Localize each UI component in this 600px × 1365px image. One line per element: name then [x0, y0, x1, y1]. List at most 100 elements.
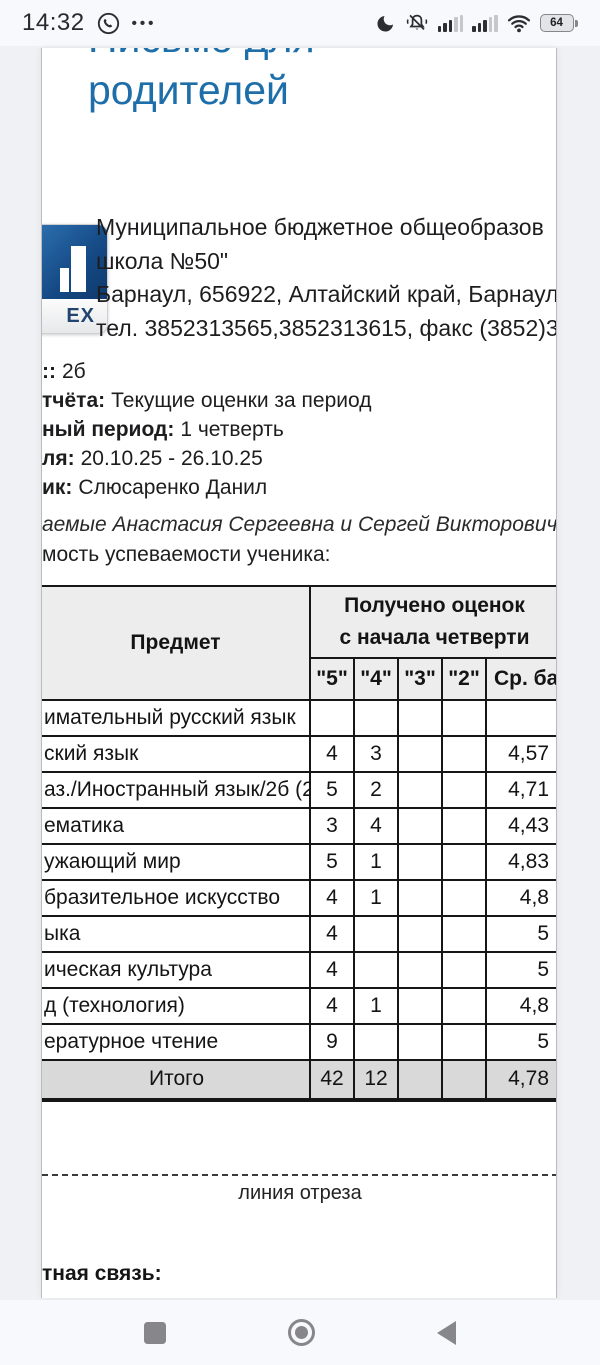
table-header-row-1: Предмет Получено оценок с начала четверт…: [42, 585, 556, 701]
table-row: ужающий мир 5 1 4,83: [42, 843, 556, 881]
subject-cell: ематика: [42, 807, 311, 845]
mark-cell: [441, 807, 487, 845]
mark-cell: [397, 843, 443, 881]
total-mark-cell: 42: [309, 1059, 355, 1102]
status-bar: 14:32 •••: [0, 0, 600, 46]
header-average: Ср. бал: [485, 657, 556, 701]
mark-cell: [397, 807, 443, 845]
subject-cell: ужающий мир: [42, 843, 311, 881]
subject-cell: аз./Иностранный язык/2б (2): [42, 771, 311, 809]
school-line: тел. 3852313565,3852313615, факс (3852)3: [96, 314, 557, 341]
mark-cell: [441, 699, 487, 737]
mark-cell: [397, 951, 443, 989]
grades-table: Предмет Получено оценок с начала четверт…: [42, 585, 556, 1102]
info-line-student: ик: Слюсаренко Данил: [42, 476, 268, 499]
total-mark-cell: [441, 1059, 487, 1102]
page-title-line2: родителей: [88, 67, 289, 113]
mark-cell: 4: [309, 879, 355, 917]
avg-cell: 4,8: [485, 987, 556, 1025]
school-system-logo: ЕХ: [42, 224, 108, 334]
document-page[interactable]: Письмо для родителей ЕХ Муниципальное бюд…: [41, 48, 557, 1298]
school-line: Барнаул, 656922, Алтайский край, Барнаул: [96, 281, 557, 307]
mark-cell: 3: [309, 807, 355, 845]
mark-cell: [441, 915, 487, 953]
total-avg-cell: 4,78: [485, 1059, 556, 1102]
total-mark-cell: [397, 1059, 443, 1102]
greeting-subline: мость успеваемости ученика:: [42, 543, 331, 566]
info-line-period: ный период: 1 четверть: [42, 418, 284, 441]
table-header-row-2: "5" "4" "3" "2" Ср. бал: [42, 657, 556, 701]
table-row: ературное чтение 9 5: [42, 1023, 556, 1061]
do-not-disturb-moon-icon: [376, 15, 393, 32]
status-time: 14:32: [22, 9, 85, 36]
subject-cell: д (технология): [42, 987, 311, 1025]
mark-cell: [441, 1023, 487, 1061]
table-row: аз./Иностранный язык/2б (2) 5 2 4,71: [42, 771, 556, 809]
mark-cell: [353, 1023, 399, 1061]
home-button[interactable]: [288, 1319, 315, 1346]
greeting-line: аемые Анастасия Сергеевна и Сергей Викто…: [42, 513, 557, 536]
mark-cell: [441, 879, 487, 917]
wifi-icon: [507, 14, 530, 32]
mark-cell: [353, 699, 399, 737]
table-row: ическая культура 4 5: [42, 951, 556, 989]
mark-cell: [397, 915, 443, 953]
mark-cell: 4: [309, 735, 355, 773]
table-row: д (технология) 4 1 4,8: [42, 987, 556, 1025]
avg-cell: 4,43: [485, 807, 556, 845]
table-row: бразительное искусство 4 1 4,8: [42, 879, 556, 917]
school-line: школа №50": [96, 247, 229, 274]
header-mark-4: "4": [353, 657, 399, 701]
mark-cell: 1: [353, 843, 399, 881]
status-bar-right: 64: [375, 12, 578, 34]
whatsapp-notification-icon: [97, 12, 119, 34]
cut-dashed-line: [42, 1174, 556, 1176]
feedback-label: тная связь:: [42, 1262, 162, 1285]
mark-cell: [397, 879, 443, 917]
mark-cell: [441, 735, 487, 773]
mark-cell: [397, 1023, 443, 1061]
table-total-row: Итого 42 12 4,78: [42, 1059, 556, 1102]
mark-cell: [441, 987, 487, 1025]
header-subject: Предмет: [42, 585, 311, 701]
mark-cell: 4: [353, 807, 399, 845]
mark-cell: 9: [309, 1023, 355, 1061]
header-mark-3: "3": [397, 657, 443, 701]
mark-cell: 5: [309, 771, 355, 809]
battery-nub: [575, 19, 578, 27]
mark-cell: [353, 915, 399, 953]
school-line: Муниципальное бюджетное общеобразов: [96, 214, 544, 240]
mark-cell: [309, 699, 355, 737]
back-button[interactable]: [437, 1320, 456, 1345]
recents-button[interactable]: [144, 1321, 166, 1344]
signal-sim1-icon: [437, 14, 463, 32]
mark-cell: [353, 951, 399, 989]
subject-cell: ическая культура: [42, 951, 311, 989]
avg-cell: 4,83: [485, 843, 556, 881]
avg-cell: 4,71: [485, 771, 556, 809]
signal-sim2-icon: [472, 14, 498, 32]
total-mark-cell: 12: [353, 1059, 399, 1102]
mark-cell: [441, 843, 487, 881]
battery-percent: 64: [539, 14, 574, 32]
logo-barchart-icon: [42, 225, 107, 299]
vibrate-off-icon: [406, 14, 427, 31]
mark-cell: [397, 987, 443, 1025]
info-line-class: :: 2б: [42, 360, 86, 383]
subject-cell: бразительное искусство: [42, 879, 311, 917]
info-line-week: ля: 20.10.25 - 26.10.25: [42, 447, 263, 470]
battery-icon: 64: [539, 14, 578, 32]
android-nav-bar: [0, 1300, 600, 1365]
header-marks-group: Получено оценок с начала четверти: [309, 585, 556, 659]
school-header: Муниципальное бюджетное общеобразов школ…: [96, 211, 557, 345]
header-mark-5: "5": [310, 657, 355, 701]
browser-viewport[interactable]: Письмо для родителей ЕХ Муниципальное бюд…: [0, 46, 600, 1300]
mark-cell: [441, 771, 487, 809]
table-row: ский язык 4 3 4,57: [42, 735, 556, 773]
mark-cell: [397, 699, 443, 737]
page-title: Письмо для родителей: [88, 48, 315, 116]
total-label-cell: Итого: [42, 1059, 311, 1102]
status-bar-left: 14:32 •••: [22, 9, 156, 37]
subject-cell: ыка: [42, 915, 311, 953]
